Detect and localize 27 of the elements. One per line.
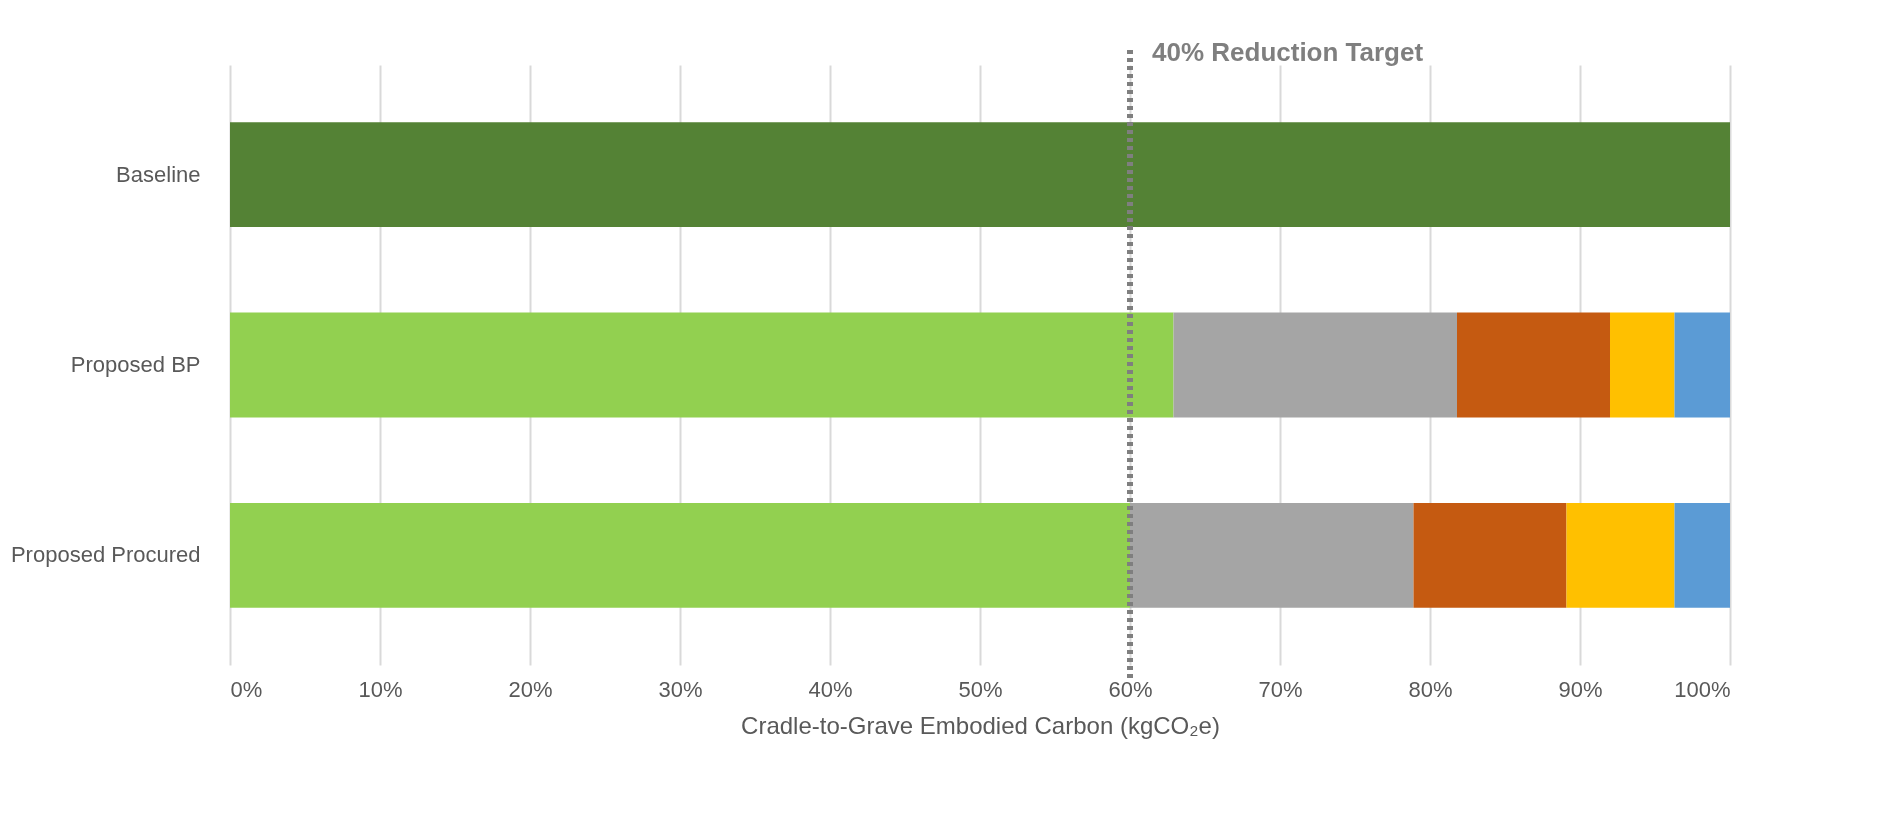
x-tick-label: 70%	[1258, 676, 1303, 702]
bar	[1130, 503, 1414, 608]
x-tick-label: 80%	[1408, 676, 1453, 702]
x-tick-label: 0%	[230, 676, 263, 702]
x-tick-label: 100%	[1674, 676, 1731, 702]
bar	[230, 503, 1130, 608]
bar	[1674, 312, 1730, 418]
bar	[1674, 503, 1730, 608]
x-tick-label: 10%	[358, 676, 403, 702]
x-tick-label: 50%	[958, 676, 1003, 702]
y-tick-label: Proposed Procured	[10, 542, 201, 568]
x-tick-label: 60%	[1108, 676, 1153, 702]
bar	[230, 122, 1730, 227]
bar	[1610, 312, 1675, 418]
ref-line-label: 40% Reduction Target	[1152, 37, 1424, 67]
x-tick-label: 40%	[808, 676, 853, 702]
y-tick-label: Proposed BP	[70, 352, 201, 377]
bar	[1173, 312, 1457, 418]
x-tick-label: 20%	[508, 676, 553, 702]
bar	[230, 312, 1174, 418]
bar	[1413, 503, 1567, 608]
bar	[1566, 503, 1675, 608]
x-axis-title: Cradle-to-Grave Embodied Carbon (kgCO₂e)	[741, 711, 1220, 739]
bar	[1457, 312, 1610, 418]
x-tick-label: 90%	[1558, 676, 1603, 702]
x-tick-label: 30%	[658, 676, 703, 702]
y-tick-label: Baseline	[116, 161, 201, 187]
